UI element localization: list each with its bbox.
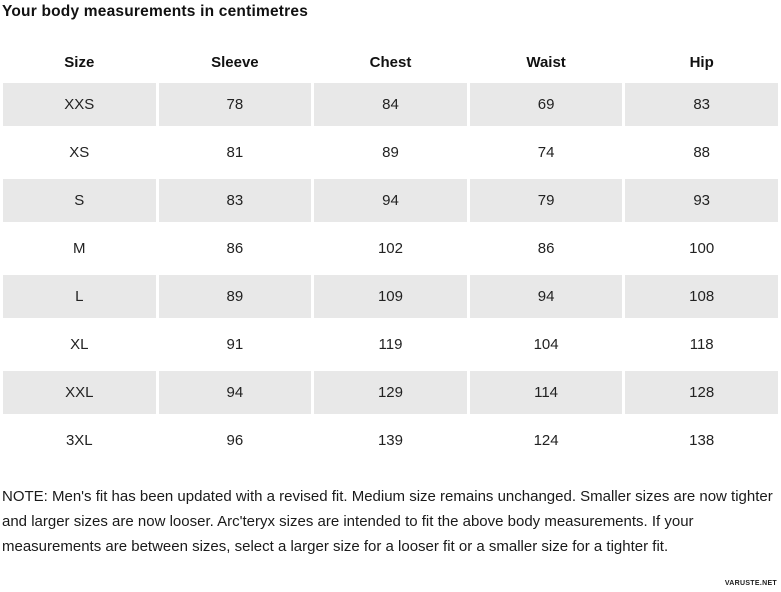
- table-row: M 86 102 86 100: [3, 227, 778, 270]
- size-guide-page: Your body measurements in centimetres Si…: [0, 3, 781, 587]
- value-cell: 89: [382, 144, 399, 161]
- value-cell: 139: [377, 432, 403, 449]
- page-title: Your body measurements in centimetres: [2, 3, 309, 20]
- table-row: XXL 94 129 114 128: [3, 371, 778, 414]
- column-header-size: Size: [64, 53, 95, 71]
- column-header-sleeve: Sleeve: [211, 53, 259, 71]
- value-cell: 109: [314, 275, 467, 318]
- value-cell: 94: [469, 275, 623, 318]
- value-cell: 86: [537, 240, 555, 257]
- column-header-waist: Waist: [526, 53, 566, 71]
- value-cell: 124: [533, 432, 559, 449]
- value-cell: 96: [226, 432, 244, 449]
- value-cell: 94: [314, 179, 467, 222]
- size-cell: XXS: [3, 83, 156, 126]
- value-cell: 100: [689, 240, 715, 257]
- value-cell: 74: [537, 144, 555, 161]
- table-row: S 83 94 79 93: [3, 179, 778, 222]
- column-header-chest: Chest: [369, 53, 412, 71]
- value-cell: 104: [533, 336, 559, 353]
- value-cell: 81: [226, 144, 244, 161]
- watermark: VARUSTE.NET: [724, 580, 777, 587]
- size-cell: XXL: [3, 371, 156, 414]
- measurements-table: Size Sleeve Chest Waist Hip XXS 78 84 69 83 XS 81 8…: [0, 41, 781, 467]
- value-cell: 83: [625, 83, 778, 126]
- size-cell: M: [73, 240, 86, 257]
- size-cell: XS: [69, 144, 90, 161]
- value-cell: 93: [625, 179, 778, 222]
- size-cell: 3XL: [65, 432, 93, 449]
- value-cell: 108: [625, 275, 778, 318]
- value-cell: 79: [469, 179, 623, 222]
- table-body: XXS 78 84 69 83 XS 81 89 74 88 S 83 94 79 93 M 86 102 86 10…: [3, 83, 778, 462]
- value-cell: 83: [158, 179, 312, 222]
- value-cell: 119: [378, 336, 403, 353]
- table-row: XXS 78 84 69 83: [3, 83, 778, 126]
- value-cell: 102: [377, 240, 403, 257]
- value-cell: 69: [469, 83, 623, 126]
- value-cell: 91: [226, 336, 244, 353]
- table-row: L 89 109 94 108: [3, 275, 778, 318]
- table-row: 3XL 96 139 124 138: [3, 419, 778, 462]
- note-text: NOTE: Men's fit has been updated with a …: [2, 488, 773, 555]
- size-cell: L: [3, 275, 156, 318]
- value-cell: 114: [469, 371, 623, 414]
- value-cell: 86: [226, 240, 244, 257]
- value-cell: 138: [689, 432, 715, 449]
- value-cell: 89: [158, 275, 312, 318]
- table-header-row: Size Sleeve Chest Waist Hip: [3, 46, 778, 78]
- table-head: Size Sleeve Chest Waist Hip: [3, 46, 778, 78]
- value-cell: 84: [314, 83, 467, 126]
- value-cell: 118: [689, 336, 714, 353]
- size-cell: XL: [70, 336, 89, 353]
- value-cell: 128: [625, 371, 778, 414]
- value-cell: 88: [693, 144, 711, 161]
- table-row: XS 81 89 74 88: [3, 131, 778, 174]
- column-header-hip: Hip: [689, 53, 714, 71]
- table-row: XL 91 119 104 118: [3, 323, 778, 366]
- value-cell: 129: [314, 371, 467, 414]
- size-cell: S: [3, 179, 156, 222]
- value-cell: 94: [158, 371, 312, 414]
- value-cell: 78: [158, 83, 312, 126]
